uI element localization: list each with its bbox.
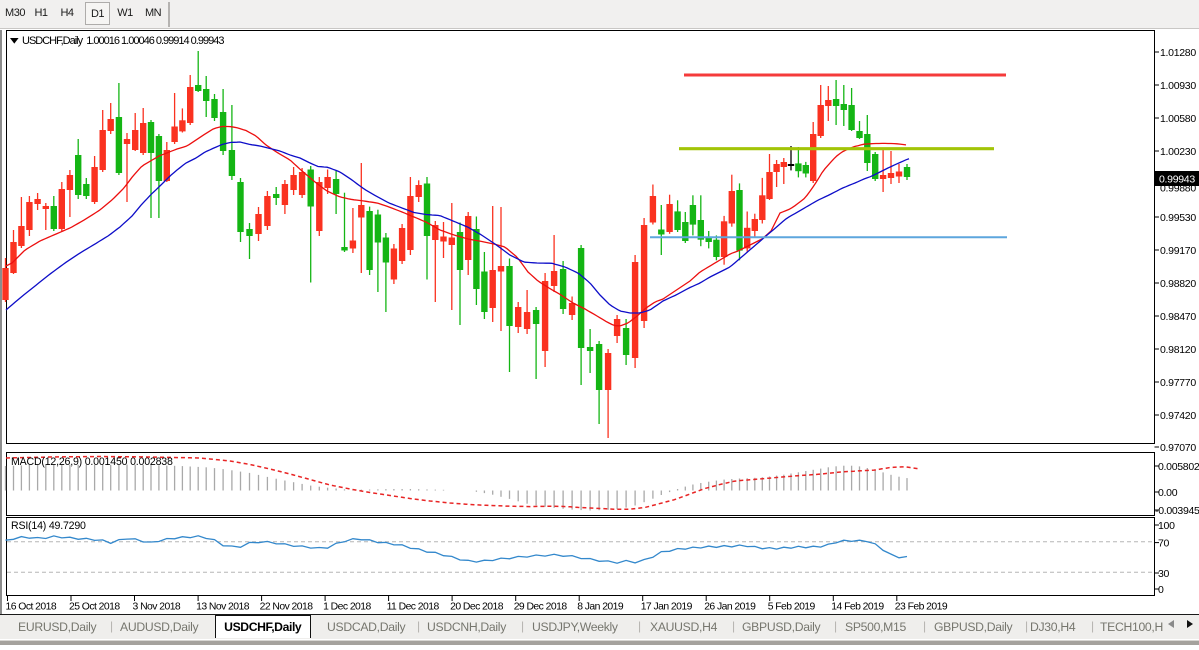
- svg-text:0.99530: 0.99530: [1160, 212, 1196, 224]
- svg-text:3 Nov 2018: 3 Nov 2018: [133, 602, 181, 613]
- svg-text:0.99943: 0.99943: [1159, 174, 1195, 186]
- svg-text:30: 30: [1158, 568, 1170, 580]
- svg-text:MACD(12,26,9) 0.001450 0.00283: MACD(12,26,9) 0.001450 0.002838: [11, 456, 173, 468]
- svg-text:11 Dec 2018: 11 Dec 2018: [387, 602, 440, 613]
- svg-text:25 Oct 2018: 25 Oct 2018: [69, 602, 120, 613]
- svg-text:0: 0: [1158, 584, 1164, 596]
- svg-text:13 Nov 2018: 13 Nov 2018: [196, 602, 250, 613]
- svg-text:1 Dec 2018: 1 Dec 2018: [323, 602, 371, 613]
- svg-text:23 Feb 2019: 23 Feb 2019: [895, 602, 948, 613]
- svg-text:100: 100: [1158, 520, 1175, 532]
- svg-text:29 Dec 2018: 29 Dec 2018: [514, 602, 568, 613]
- svg-text:RSI(14) 49.7290: RSI(14) 49.7290: [11, 520, 86, 532]
- svg-text:1.01280: 1.01280: [1160, 47, 1196, 59]
- svg-text:20 Dec 2018: 20 Dec 2018: [450, 602, 504, 613]
- svg-text:0.97770: 0.97770: [1160, 377, 1196, 389]
- svg-text:-0.003945: -0.003945: [1155, 505, 1199, 517]
- svg-text:0.99170: 0.99170: [1160, 245, 1196, 257]
- svg-text:8 Jan 2019: 8 Jan 2019: [577, 602, 624, 613]
- svg-text:5 Feb 2019: 5 Feb 2019: [768, 602, 816, 613]
- svg-text:0.98470: 0.98470: [1160, 311, 1196, 323]
- svg-text:14 Feb 2019: 14 Feb 2019: [831, 602, 884, 613]
- svg-text:0.97070: 0.97070: [1160, 442, 1196, 454]
- svg-text:1.00230: 1.00230: [1160, 146, 1196, 158]
- svg-text:70: 70: [1158, 537, 1170, 549]
- svg-text:0.97420: 0.97420: [1160, 410, 1196, 422]
- svg-text:22 Nov 2018: 22 Nov 2018: [260, 602, 314, 613]
- svg-text:1.00930: 1.00930: [1160, 80, 1196, 92]
- svg-text:0.98120: 0.98120: [1160, 344, 1196, 356]
- svg-text:17 Jan 2019: 17 Jan 2019: [641, 602, 693, 613]
- svg-text:16 Oct 2018: 16 Oct 2018: [6, 602, 57, 613]
- svg-text:26 Jan 2019: 26 Jan 2019: [704, 602, 756, 613]
- svg-text:0.005802: 0.005802: [1158, 461, 1199, 473]
- svg-text:0.00: 0.00: [1158, 487, 1178, 499]
- svg-text:USDCHF,Daily 1.00016 1.00046: USDCHF,Daily 1.00016 1.00046 0.99914 0.9…: [22, 35, 224, 47]
- svg-text:1.00580: 1.00580: [1160, 113, 1196, 125]
- svg-text:0.98820: 0.98820: [1160, 278, 1196, 290]
